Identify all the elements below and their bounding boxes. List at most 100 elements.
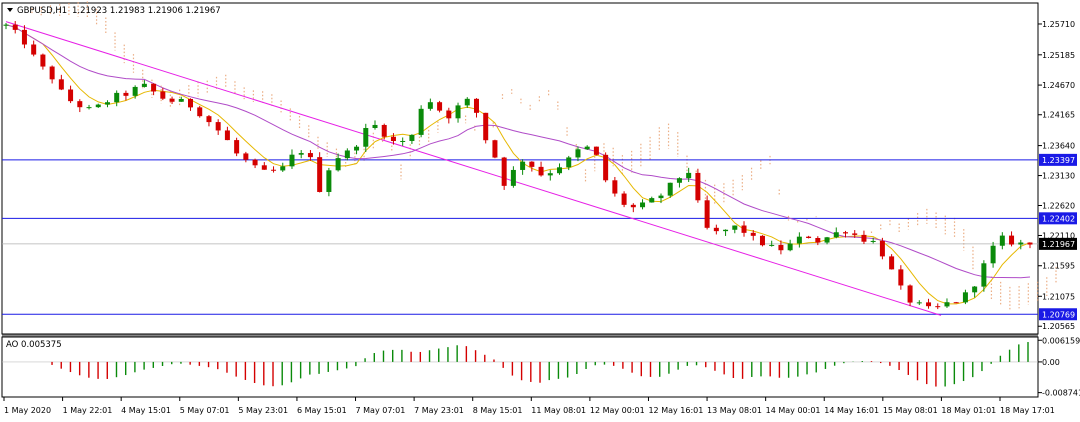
candle-body <box>981 263 987 287</box>
candle-body <box>815 237 821 243</box>
candle-body <box>879 240 885 257</box>
candle-body <box>944 302 950 307</box>
moving-average-layer <box>5 24 1031 305</box>
level-price-tag <box>1039 153 1077 166</box>
candle-body <box>206 116 212 123</box>
candle-body <box>104 102 110 105</box>
candle-body <box>3 24 9 26</box>
time-tick-label: 18 May 17:01 <box>1000 406 1055 415</box>
candle-body <box>603 154 609 181</box>
candle-body <box>483 112 489 141</box>
candle-body <box>307 153 313 158</box>
candle-body <box>658 195 664 199</box>
candle-body <box>77 101 83 108</box>
candle-body <box>400 140 406 142</box>
level-price-tag-label: 1.20769 <box>1042 310 1075 319</box>
ao-indicator-label: AO 0.005375 <box>6 340 62 350</box>
horizontal-levels-layer <box>2 159 1038 315</box>
candle-body <box>224 130 230 141</box>
candle-body <box>160 91 166 99</box>
candle-body <box>686 172 692 179</box>
price-tick-label: 1.20565 <box>1042 322 1075 331</box>
candle-body <box>916 302 922 304</box>
candle-body <box>363 128 369 147</box>
candle-body <box>538 166 544 176</box>
price-tick-label: 1.25710 <box>1042 20 1075 29</box>
dropdown-triangle-icon[interactable] <box>7 8 13 12</box>
candle-body <box>704 200 710 228</box>
candle-body <box>178 98 184 102</box>
time-tick-label: 14 May 00:01 <box>766 406 821 415</box>
candle-body <box>1009 235 1015 245</box>
candle-body <box>298 153 304 155</box>
candle-body <box>390 136 396 142</box>
time-tick-label: 5 May 07:01 <box>180 406 230 415</box>
candle-body <box>907 285 913 303</box>
candle-body <box>473 98 479 113</box>
candle-body <box>695 172 701 201</box>
candle-body <box>1027 242 1033 245</box>
time-axis: 1 May 2020 1 May 22:01 4 May 15:01 5 May 07… <box>3 397 1055 415</box>
candle-body <box>621 193 627 205</box>
candle-body <box>68 89 74 102</box>
candle-body <box>141 83 147 87</box>
candle-body <box>640 202 646 208</box>
candle-body <box>335 158 341 171</box>
candle-body <box>437 102 443 111</box>
candle-body <box>898 269 904 286</box>
candle-body <box>806 236 812 238</box>
candle-body <box>787 243 793 251</box>
candle-body <box>796 236 802 244</box>
candle-body <box>197 107 203 117</box>
time-tick-label: 14 May 16:01 <box>824 406 879 415</box>
candle-body <box>58 79 64 90</box>
candle-body <box>243 153 249 160</box>
time-tick-label: 12 May 16:01 <box>648 406 703 415</box>
ao-histogram-layer <box>2 342 1038 387</box>
candle-body <box>427 102 433 109</box>
candle-body <box>252 159 258 166</box>
candle-body <box>612 180 618 194</box>
candle-body <box>169 98 175 102</box>
current-price-tag-label: 1.21967 <box>1042 240 1075 249</box>
time-tick-label: 15 May 08:01 <box>883 406 938 415</box>
ao-tick-label: 0.006159 <box>1042 336 1080 345</box>
time-tick-label: 1 May 2020 <box>4 406 51 415</box>
candle-body <box>935 306 941 308</box>
candle-body <box>990 245 996 264</box>
channel-line-layer <box>5 21 942 316</box>
candle-body <box>289 154 295 167</box>
current-price-tag <box>1039 237 1077 250</box>
candle-body <box>584 146 590 150</box>
level-price-tag-label: 1.22402 <box>1042 214 1075 223</box>
candle-body <box>381 124 387 137</box>
price-tags-layer: 1.23397 1.22402 1.20769 1.21967 <box>1039 153 1077 321</box>
ao-tick-label: -0.008741 <box>1042 389 1080 398</box>
candle-body <box>824 237 830 243</box>
candle-body <box>114 92 120 103</box>
candle-body <box>520 161 526 170</box>
candle-body <box>188 98 194 108</box>
time-tick-label: 18 May 01:01 <box>941 406 996 415</box>
candle-body <box>953 302 959 304</box>
candle-body <box>123 92 129 96</box>
candle-body <box>354 146 360 151</box>
time-tick-label: 7 May 23:01 <box>414 406 464 415</box>
candle-body <box>557 167 563 174</box>
candle-body <box>732 225 738 230</box>
time-tick-label: 13 May 08:01 <box>707 406 762 415</box>
candle-body <box>409 134 415 141</box>
candle-body <box>455 105 461 119</box>
candle-body <box>889 256 895 270</box>
candle-body <box>649 198 655 203</box>
time-tick-label: 1 May 22:01 <box>63 406 113 415</box>
candle-body <box>759 235 765 246</box>
candle-body <box>593 146 599 155</box>
candles-layer <box>3 21 1033 310</box>
price-axis: 1.25710 1.25185 1.24670 1.24165 1.23640 1.231… <box>1038 20 1080 398</box>
candle-body <box>12 24 18 30</box>
candle-body <box>769 244 775 246</box>
candle-body <box>280 166 286 171</box>
candle-body <box>575 149 581 158</box>
time-tick-label: 12 May 00:01 <box>590 406 645 415</box>
